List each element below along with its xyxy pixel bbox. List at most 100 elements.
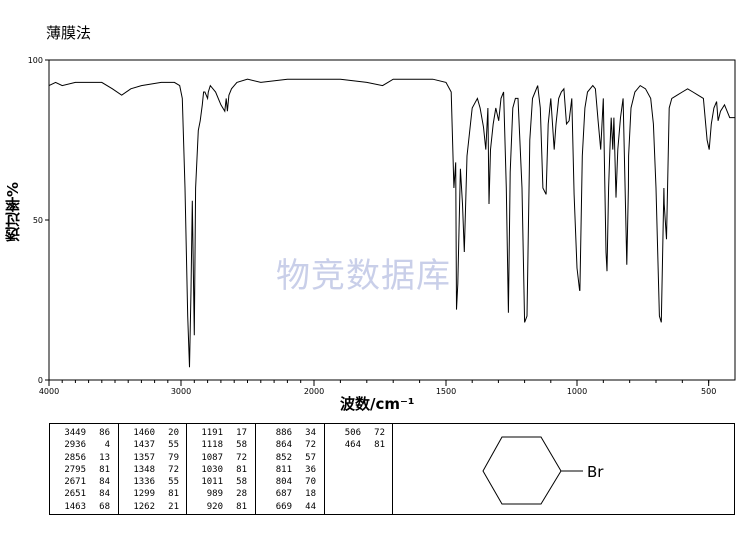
plot-border bbox=[48, 59, 736, 381]
peak-wavenumber: 1463 bbox=[64, 501, 86, 512]
peak-wavenumber: 804 bbox=[275, 477, 292, 488]
peak-wavenumber: 989 bbox=[206, 489, 223, 500]
peak-transmittance: 81 bbox=[374, 440, 385, 451]
peak-transmittance: 17 bbox=[236, 428, 247, 438]
peak-transmittance: 86 bbox=[99, 428, 110, 438]
peak-row: 811 36 bbox=[262, 464, 324, 476]
peak-row: 3449 86 bbox=[56, 427, 118, 439]
peak-transmittance: 13 bbox=[99, 452, 110, 463]
peak-row: 1348 72 bbox=[125, 464, 186, 476]
peak-wavenumber: 669 bbox=[275, 501, 292, 512]
peak-wavenumber: 464 bbox=[344, 440, 361, 451]
peak-wavenumber: 1437 bbox=[133, 440, 155, 451]
peak-row: 669 44 bbox=[262, 501, 324, 513]
peak-transmittance: 81 bbox=[99, 464, 110, 475]
peak-transmittance: 58 bbox=[236, 440, 247, 451]
peak-transmittance: 81 bbox=[236, 464, 247, 475]
peak-transmittance: 72 bbox=[168, 464, 179, 475]
peak-transmittance: 84 bbox=[99, 489, 110, 500]
molecule-structure: Br bbox=[393, 424, 736, 514]
peak-wavenumber: 811 bbox=[275, 464, 292, 475]
peak-wavenumber: 2856 bbox=[64, 452, 86, 463]
peak-column: 3449 86 2936 4 2856 13 2795 81 2671 84 2651 84 1463 6… bbox=[50, 424, 119, 514]
peak-wavenumber: 3449 bbox=[64, 428, 86, 438]
peak-column: 1460 20 1437 55 1357 79 1348 72 1336 55 1299 81 1262… bbox=[119, 424, 187, 514]
peak-wavenumber: 1262 bbox=[133, 501, 155, 512]
x-tick-label: 1000 bbox=[567, 387, 587, 396]
peak-column: 1191 17 1118 58 1087 72 1030 81 1011 58 989 28 920 81 bbox=[187, 424, 256, 514]
y-tick-label: 50 bbox=[33, 216, 43, 225]
peak-row: 852 57 bbox=[262, 452, 324, 464]
peak-row: 687 18 bbox=[262, 488, 324, 500]
peak-row: 1030 81 bbox=[193, 464, 255, 476]
peak-column: 886 34 864 72 852 57 811 36 804 70 687 18 669 44 bbox=[256, 424, 325, 514]
peak-row: 989 28 bbox=[193, 488, 255, 500]
peak-wavenumber: 1348 bbox=[133, 464, 155, 475]
peak-wavenumber: 2795 bbox=[64, 464, 86, 475]
x-axis-label: 波数/cm⁻¹ bbox=[340, 395, 415, 413]
peak-transmittance: 81 bbox=[236, 501, 247, 512]
cyclohexane-ring bbox=[482, 436, 562, 505]
peak-row: 1336 55 bbox=[125, 476, 186, 488]
method-label: 薄膜法 bbox=[46, 24, 92, 42]
peak-row: 1087 72 bbox=[193, 452, 255, 464]
peak-wavenumber: 920 bbox=[206, 501, 223, 512]
peak-transmittance: 58 bbox=[236, 477, 247, 488]
peak-transmittance: 79 bbox=[168, 452, 179, 463]
peak-transmittance: 70 bbox=[305, 477, 316, 488]
peak-transmittance: 72 bbox=[236, 452, 247, 463]
peak-row: 1299 81 bbox=[125, 488, 186, 500]
peak-transmittance: 18 bbox=[305, 489, 316, 500]
peak-transmittance: 44 bbox=[305, 501, 316, 512]
y-tick-label: 100 bbox=[28, 56, 43, 65]
peak-row: 920 81 bbox=[193, 501, 255, 513]
peak-wavenumber: 1030 bbox=[201, 464, 223, 475]
peak-row: 1460 20 bbox=[125, 427, 186, 439]
y-axis-label: 透过率% bbox=[4, 182, 22, 243]
peak-wavenumber: 886 bbox=[275, 428, 292, 438]
peak-wavenumber: 1460 bbox=[133, 428, 155, 438]
peak-wavenumber: 1118 bbox=[201, 440, 223, 451]
peak-row: 2936 4 bbox=[56, 439, 118, 451]
peak-transmittance: 4 bbox=[104, 440, 110, 451]
x-tick-label: 1500 bbox=[436, 387, 456, 396]
peak-wavenumber: 506 bbox=[344, 428, 361, 438]
peak-row: 886 34 bbox=[262, 427, 324, 439]
peak-row: 2651 84 bbox=[56, 488, 118, 500]
peak-transmittance: 36 bbox=[305, 464, 316, 475]
peak-wavenumber: 2671 bbox=[64, 477, 86, 488]
bromine-label: Br bbox=[587, 463, 604, 481]
peak-wavenumber: 1336 bbox=[133, 477, 155, 488]
peak-table: 3449 86 2936 4 2856 13 2795 81 2671 84 2651 84 1463 6… bbox=[49, 423, 735, 515]
peak-row: 1262 21 bbox=[125, 501, 186, 513]
peak-transmittance: 81 bbox=[168, 489, 179, 500]
peak-row: 1463 68 bbox=[56, 501, 118, 513]
peak-wavenumber: 1357 bbox=[133, 452, 155, 463]
y-axis-ticks: 100 50 0 bbox=[28, 56, 49, 385]
x-axis-ticks: 4000 3000 2000 1500 1000 500 bbox=[39, 380, 716, 396]
peak-transmittance: 72 bbox=[305, 440, 316, 451]
peak-column: 506 72 464 81 bbox=[325, 424, 393, 514]
peak-wavenumber: 1191 bbox=[201, 428, 223, 438]
x-tick-label: 500 bbox=[701, 387, 716, 396]
peak-wavenumber: 1087 bbox=[201, 452, 223, 463]
peak-row: 506 72 bbox=[331, 427, 392, 439]
peak-transmittance: 55 bbox=[168, 440, 179, 451]
peak-wavenumber: 2651 bbox=[64, 489, 86, 500]
plot-frame bbox=[48, 59, 736, 381]
peak-wavenumber: 864 bbox=[275, 440, 292, 451]
y-tick-label: 0 bbox=[38, 376, 43, 385]
peak-transmittance: 57 bbox=[305, 452, 316, 463]
watermark-text: 物竞数据库 bbox=[276, 256, 451, 296]
peak-wavenumber: 687 bbox=[275, 489, 292, 500]
peak-row: 2856 13 bbox=[56, 452, 118, 464]
peak-transmittance: 72 bbox=[374, 428, 385, 438]
peak-transmittance: 20 bbox=[168, 428, 179, 438]
peak-row: 864 72 bbox=[262, 439, 324, 451]
peak-transmittance: 34 bbox=[305, 428, 316, 438]
peak-row: 1011 58 bbox=[193, 476, 255, 488]
x-tick-label: 2000 bbox=[304, 387, 324, 396]
peak-row: 1437 55 bbox=[125, 439, 186, 451]
peak-transmittance: 21 bbox=[168, 501, 179, 512]
